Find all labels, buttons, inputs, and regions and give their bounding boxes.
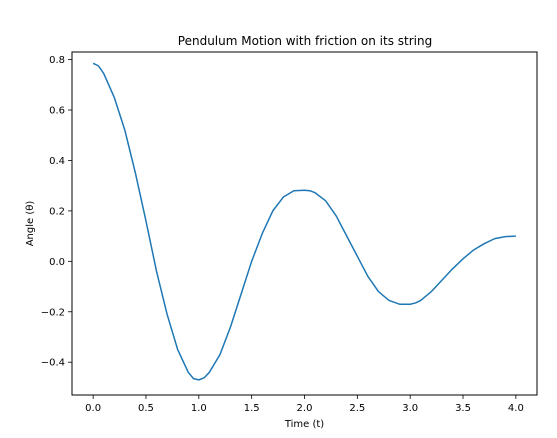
x-tick-label: 1.0	[191, 403, 207, 414]
chart-title: Pendulum Motion with friction on its str…	[178, 34, 432, 48]
x-tick-label: 2.0	[297, 403, 313, 414]
x-axis: 0.0 0.5 1.0 1.5 2.0 2.5 3.0 3.5 4.0	[85, 395, 524, 414]
x-tick-label: 1.5	[244, 403, 260, 414]
y-tick-label: 0.4	[49, 156, 65, 167]
y-tick-label: 0.2	[49, 206, 65, 217]
x-tick-label: 3.0	[402, 403, 418, 414]
x-tick-label: 4.0	[508, 403, 524, 414]
y-tick-label: 0.0	[49, 257, 65, 268]
y-axis-label: Angle (θ)	[25, 201, 36, 247]
series-line-pendulum-angle	[92, 62, 516, 381]
y-axis: −0.4 −0.2 0.0 0.2 0.4 0.6 0.8	[41, 55, 72, 369]
x-tick-label: 2.5	[349, 403, 365, 414]
y-tick-label: −0.4	[41, 358, 65, 369]
x-axis-label: Time (t)	[284, 419, 324, 430]
y-tick-label: −0.2	[41, 307, 65, 318]
x-tick-label: 3.5	[455, 403, 471, 414]
x-tick-label: 0.0	[85, 403, 101, 414]
x-tick-label: 0.5	[138, 403, 154, 414]
y-tick-label: 0.8	[49, 55, 65, 66]
y-tick-label: 0.6	[49, 106, 65, 117]
